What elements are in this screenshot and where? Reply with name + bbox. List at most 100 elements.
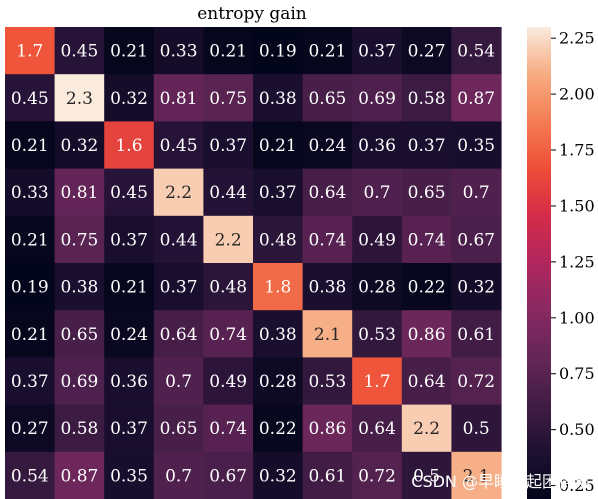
heatmap-cell [302,404,353,453]
heatmap-cell [401,74,452,122]
cell-value-label: 2.2 [215,230,242,250]
heatmap-cell [104,215,155,264]
heatmap-cell [451,310,502,358]
heatmap-cell [302,310,353,358]
heatmap-cell [352,27,403,75]
cell-value-label: 0.21 [308,42,346,62]
cell-value-label: 0.61 [308,466,346,486]
heatmap-cell [54,121,105,170]
cell-value-label: 2.1 [463,466,490,486]
heatmap-cell [352,310,403,358]
cell-value-label: 0.19 [259,42,297,62]
cell-value-label: 0.75 [209,89,247,109]
cell-value-label: 0.87 [60,466,98,486]
cell-value-label: 0.21 [11,230,49,250]
heatmap-cell [104,121,155,170]
cell-value-label: 0.32 [457,278,495,298]
heatmap-cell [451,263,502,311]
colorbar-ticks: 0.25 0.50 0.75 1.00 1.25 1.50 1.75 2.00 2.25 [551,29,595,495]
cell-value-label: 0.32 [60,136,98,156]
cell-value-label: 0.75 [60,230,98,250]
heatmap-cell [401,27,452,75]
cell-value-label: 0.27 [408,42,446,62]
heatmap-cell [352,74,403,122]
cell-value-label: 0.86 [408,325,446,345]
heatmap-cell [153,451,204,499]
cell-value-label: 0.21 [209,42,247,62]
heatmap-cell [401,310,452,358]
heatmap-cell [253,310,304,358]
heatmap-cell [401,263,452,311]
cell-value-label: 0.37 [408,136,446,156]
heatmap-cell [253,168,304,217]
cell-value-label: 2.2 [165,183,192,203]
cell-value-label: 0.86 [308,419,346,439]
heatmap-cell [401,451,452,499]
cell-value-label: 2.2 [413,419,440,439]
cell-value-label: 0.64 [308,183,346,203]
cell-value-label: 1.7 [363,372,390,392]
cell-value-label: 0.74 [209,419,247,439]
cell-value-label: 0.67 [209,466,247,486]
heatmap-cell [54,263,105,311]
heatmap-cell [352,357,403,406]
cell-value-label: 0.72 [457,372,495,392]
cell-value-label: 0.33 [11,183,49,203]
cell-value-label: 0.38 [259,89,297,109]
heatmap-cell [5,27,56,75]
colorbar-tick-label: 1.75 [559,141,595,160]
heatmap-cell [401,168,452,217]
heatmap-cell [54,215,105,264]
cell-value-label: 0.44 [160,230,198,250]
watermark-text: CSDN @早睡早起困得早 [411,472,590,491]
heatmap-cell [352,168,403,217]
heatmap-cell [253,357,304,406]
cell-value-label: 0.7 [165,372,192,392]
cell-value-label: 0.48 [259,230,297,250]
heatmap-cell [203,74,254,122]
cell-value-label: 0.5 [463,419,490,439]
heatmap-cell [54,168,105,217]
colorbar [527,27,551,499]
heatmap-cell [203,404,254,453]
heatmap-cell [203,121,254,170]
heatmap-cell [153,121,204,170]
cell-value-label: 0.45 [11,89,49,109]
cell-value-label: 0.81 [60,183,98,203]
cell-value-label: 0.45 [110,183,148,203]
heatmap-cell [153,27,204,75]
colorbar-tick-label: 0.75 [559,364,595,383]
colorbar-tick-label: 1.25 [559,252,595,271]
heatmap-cell [153,404,204,453]
cell-value-label: 0.65 [160,419,198,439]
colorbar-tick-label: 2.00 [559,85,595,104]
heatmap-cells: 1.7 0.45 0.21 0.33 0.21 0.19 0.21 0.37 0.27 0.54 0… [5,27,502,499]
cell-value-label: 0.37 [209,136,247,156]
cell-value-label: 0.54 [11,466,49,486]
cell-value-label: 0.45 [60,42,98,62]
heatmap-cell [451,27,502,75]
heatmap-cell [302,215,353,264]
cell-value-label: 0.65 [308,89,346,109]
heatmap-cell [104,74,155,122]
heatmap-cell [451,404,502,453]
heatmap-cell [203,27,254,75]
cell-value-label: 0.32 [259,466,297,486]
heatmap-cell [302,27,353,75]
cell-value-label: 2.1 [314,325,341,345]
cell-value-label: 0.37 [11,372,49,392]
heatmap-cell [104,357,155,406]
cell-value-label: 0.22 [259,419,297,439]
heatmap-cell [153,310,204,358]
heatmap-cell [5,357,56,406]
heatmap-cell [253,263,304,311]
cell-value-label: 0.5 [413,466,440,486]
cell-value-label: 1.6 [115,136,142,156]
cell-value-label: 0.64 [408,372,446,392]
heatmap-cell [401,121,452,170]
cell-value-label: 0.53 [358,325,396,345]
cell-value-label: 0.38 [308,278,346,298]
cell-value-label: 0.21 [259,136,297,156]
